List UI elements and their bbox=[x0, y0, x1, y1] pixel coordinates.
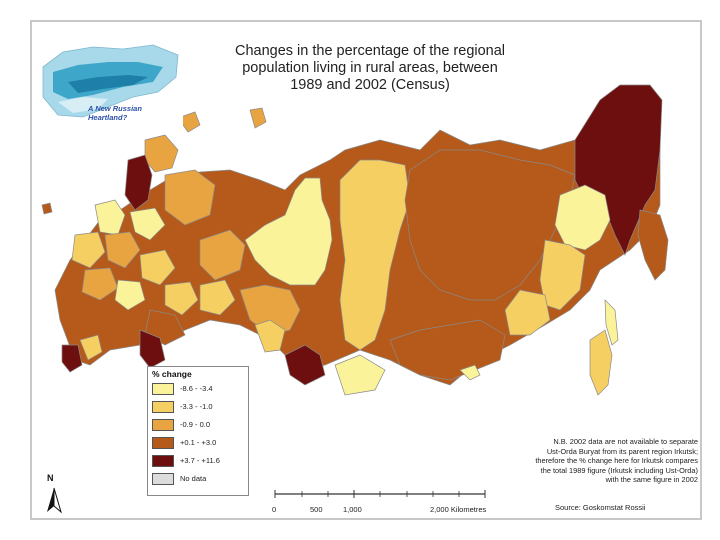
region-arkhangelsk bbox=[164, 169, 216, 226]
region-murmansk bbox=[144, 134, 179, 173]
region-kaliningrad bbox=[41, 202, 53, 215]
region-primorye bbox=[589, 329, 613, 396]
region-komi bbox=[199, 229, 246, 281]
region-chita bbox=[459, 364, 481, 381]
scale-tick-label: 1,000 bbox=[343, 505, 362, 514]
title-line-1: Changes in the percentage of the regiona… bbox=[234, 43, 506, 59]
region-west-5 bbox=[139, 249, 176, 286]
legend-swatch bbox=[152, 419, 174, 431]
legend-label: +0.1 - +3.0 bbox=[180, 438, 217, 447]
region-amur bbox=[504, 289, 551, 336]
legend-swatch bbox=[152, 383, 174, 395]
inset-caption: A New Russian Heartland? bbox=[88, 104, 142, 122]
legend-swatch bbox=[152, 455, 174, 467]
legend-label: +3.7 - +11.6 bbox=[180, 456, 220, 465]
region-buryatia bbox=[389, 319, 506, 381]
region-west-1 bbox=[94, 199, 126, 236]
title-line-2: population living in rural areas, betwee… bbox=[242, 60, 498, 76]
footnote-line: therefore the % change here for Irkutsk … bbox=[535, 456, 698, 466]
region-caucasus-3 bbox=[79, 334, 103, 361]
region-sakhalin bbox=[604, 299, 619, 346]
legend-title: % change bbox=[152, 369, 192, 379]
footnote-line: with the same figure in 2002 bbox=[605, 475, 698, 485]
region-novaya-zemlya bbox=[249, 107, 267, 129]
footnote-line: N.B. 2002 data are not available to sepa… bbox=[553, 437, 698, 446]
scale-bar bbox=[274, 490, 486, 498]
scale-tick-label: 500 bbox=[310, 505, 323, 514]
footnote-line: Ust-Orda Buryat from its parent region I… bbox=[546, 446, 698, 456]
map-title: Changes in the percentage of the regiona… bbox=[200, 43, 540, 94]
region-tuva bbox=[284, 344, 326, 386]
region-yakutia bbox=[404, 149, 576, 301]
region-omsk bbox=[254, 319, 286, 353]
region-kamchatka bbox=[637, 209, 669, 281]
region-sverdlovsk bbox=[199, 279, 236, 316]
legend: % change -8.6 - -3.4 -3.3 - -1.0 -0.9 - … bbox=[147, 366, 249, 496]
region-krasnoyarsk bbox=[339, 159, 411, 351]
footnote-line: the total 1989 figure (Irkutsk including… bbox=[540, 465, 698, 475]
region-tyumen bbox=[239, 284, 301, 336]
region-west-6 bbox=[81, 267, 119, 301]
scale-tick-label: 0 bbox=[272, 505, 277, 514]
footnote: N.B. 2002 data are not available to sepa… bbox=[480, 437, 698, 485]
region-altai bbox=[334, 354, 386, 396]
region-west-8 bbox=[164, 281, 199, 316]
region-west-7 bbox=[114, 279, 146, 311]
inset-minimap bbox=[38, 37, 183, 129]
region-west-4 bbox=[129, 207, 166, 241]
title-line-3: 1989 and 2002 (Census) bbox=[290, 77, 450, 93]
legend-label: -0.9 - 0.0 bbox=[180, 420, 211, 429]
legend-label: -8.6 - -3.4 bbox=[180, 384, 213, 393]
legend-swatch bbox=[152, 473, 174, 485]
north-label: N bbox=[47, 473, 54, 483]
legend-label: No data bbox=[180, 474, 207, 483]
north-arrow-icon bbox=[47, 487, 62, 514]
scale-tick-label: 2,000 Kilometres bbox=[430, 505, 487, 514]
legend-label: -3.3 - -1.0 bbox=[180, 402, 213, 411]
region-caucasus-2 bbox=[61, 344, 83, 373]
legend-swatch bbox=[152, 401, 174, 413]
region-yamal bbox=[244, 177, 333, 286]
region-sea-island bbox=[177, 111, 201, 133]
source-credit: Source: Goskomstat Rossii bbox=[555, 503, 646, 512]
region-caucasus-1 bbox=[139, 329, 166, 369]
region-west-2 bbox=[71, 231, 106, 269]
region-magadan bbox=[554, 184, 611, 251]
legend-swatch bbox=[152, 437, 174, 449]
region-west-3 bbox=[104, 231, 141, 269]
region-karelia bbox=[124, 154, 153, 211]
region-khabarovsk bbox=[539, 239, 586, 311]
scale-labels: 0 500 1,000 2,000 Kilometres bbox=[270, 488, 490, 518]
